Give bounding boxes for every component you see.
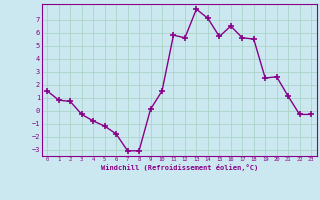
X-axis label: Windchill (Refroidissement éolien,°C): Windchill (Refroidissement éolien,°C): [100, 164, 258, 171]
